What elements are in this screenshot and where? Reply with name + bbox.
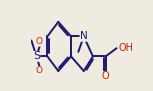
Text: OH: OH — [118, 43, 133, 53]
Text: S: S — [33, 51, 40, 61]
Text: O: O — [36, 67, 43, 75]
Text: N: N — [80, 31, 88, 41]
Text: O: O — [36, 37, 43, 46]
Text: O: O — [102, 71, 109, 81]
